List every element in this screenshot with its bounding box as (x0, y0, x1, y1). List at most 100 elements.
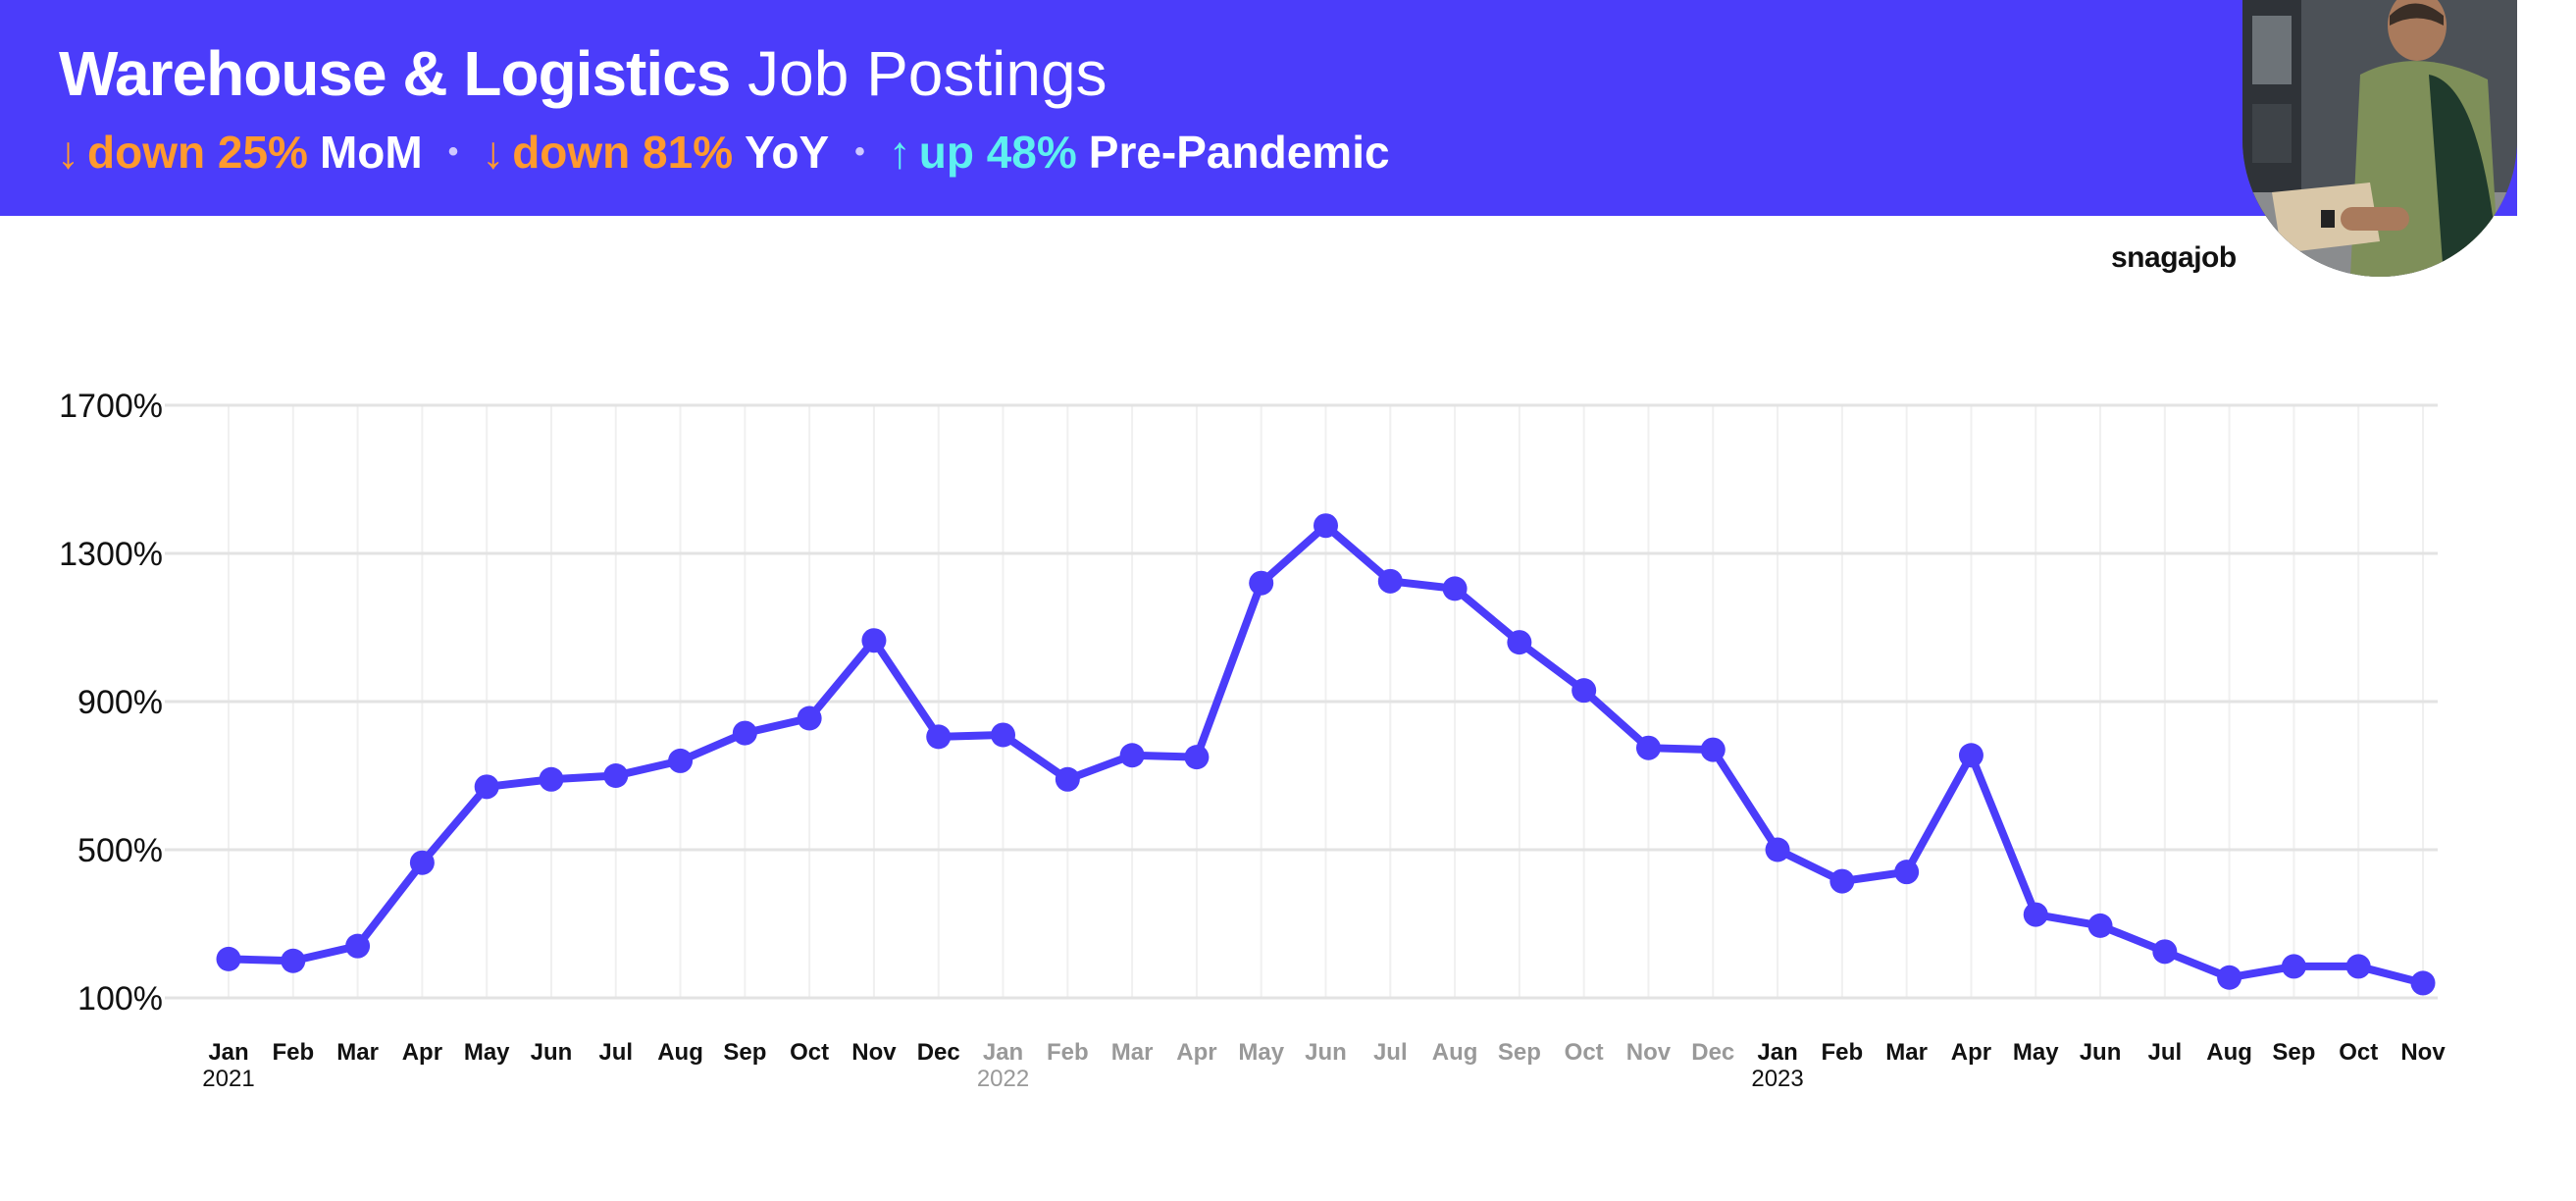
stat-prepandemic-label: Pre-Pandemic (1088, 127, 1390, 178)
x-tick-label: Mar (1885, 1039, 1928, 1066)
stat-mom: ↓ down 25% MoM (57, 123, 423, 182)
data-point (1507, 630, 1532, 655)
x-tick-label: Nov (851, 1039, 897, 1066)
x-tick-label: Apr (1176, 1039, 1216, 1066)
x-tick-label: Oct (790, 1039, 829, 1066)
data-point (1958, 743, 1984, 768)
data-point (539, 766, 564, 792)
x-tick-label: Aug (1432, 1039, 1478, 1066)
y-axis: 100% 500% 900% 1300% 1700% (59, 388, 163, 1018)
data-point (991, 722, 1016, 748)
x-tick-label: Jun (1305, 1039, 1347, 1066)
title-bold: Warehouse & Logistics (59, 38, 731, 109)
x-tick-label: Apr (1951, 1039, 1991, 1066)
y-tick-label: 900% (77, 684, 163, 721)
data-point (1249, 570, 1274, 596)
data-point (474, 774, 499, 800)
data-point (1119, 743, 1145, 768)
down-arrow-icon: ↓ (482, 127, 505, 178)
data-point (1377, 568, 1403, 594)
x-tick-label: Sep (2272, 1039, 2315, 1066)
stat-yoy-value: down 81% (512, 127, 734, 178)
data-point (668, 748, 694, 773)
data-point (1894, 860, 1920, 885)
horizontal-gridlines (165, 403, 2438, 1000)
x-tick-label: Jul (598, 1039, 633, 1066)
stat-mom-value: down 25% (87, 127, 308, 178)
x-tick-label: Apr (402, 1039, 442, 1066)
data-point (2410, 970, 2436, 996)
brand-logo: snagajob (2111, 241, 2237, 274)
x-tick-label: Dec (1691, 1039, 1734, 1066)
header-banner: Warehouse & Logistics Job Postings ↓ dow… (0, 0, 2517, 216)
x-tick-label: Feb (1047, 1039, 1089, 1066)
data-point (732, 720, 757, 746)
stats-line: ↓ down 25% MoM • ↓ down 81% YoY • ↑ up 4… (57, 123, 1390, 182)
x-tick-label: May (1238, 1039, 1284, 1066)
x-tick-label: Sep (723, 1039, 766, 1066)
y-tick-label: 500% (77, 832, 163, 869)
data-point (797, 705, 822, 731)
data-point (216, 946, 241, 971)
data-point (345, 933, 371, 959)
x-axis: Jan Feb Mar Apr May Jun Jul Aug Sep Oct Nov Dec Jan F… (202, 1039, 2446, 1092)
x-tick-label: Aug (657, 1039, 703, 1066)
x-tick-label: Jun (531, 1039, 573, 1066)
down-arrow-icon: ↓ (57, 127, 79, 178)
x-tick-label: Aug (2206, 1039, 2252, 1066)
x-tick-label: Jan (983, 1039, 1023, 1066)
x-year-label: 2023 (1751, 1066, 1803, 1092)
x-tick-label: Sep (1498, 1039, 1541, 1066)
separator-dot: • (854, 135, 865, 168)
stat-mom-label: MoM (319, 127, 423, 178)
data-point (926, 724, 952, 750)
x-tick-label: Dec (917, 1039, 960, 1066)
x-tick-label: Mar (336, 1039, 379, 1066)
x-tick-label: Mar (1111, 1039, 1154, 1066)
data-point (1829, 868, 1855, 894)
x-tick-label: May (464, 1039, 510, 1066)
data-point (281, 948, 306, 973)
stat-yoy-label: YoY (745, 127, 830, 178)
data-point (1765, 837, 1790, 862)
x-year-label: 2022 (977, 1066, 1029, 1092)
x-year-label: 2021 (202, 1066, 254, 1092)
x-tick-label: Nov (2400, 1039, 2446, 1066)
x-tick-label: May (2013, 1039, 2059, 1066)
data-point (2345, 954, 2371, 979)
data-point (1571, 678, 1597, 704)
x-tick-label: Oct (2339, 1039, 2378, 1066)
y-tick-label: 1300% (59, 536, 163, 573)
data-point (1055, 766, 1080, 792)
x-tick-label: Oct (1565, 1039, 1604, 1066)
stat-prepandemic: ↑ up 48% Pre-Pandemic (889, 123, 1390, 182)
up-arrow-icon: ↑ (888, 127, 911, 178)
x-tick-label: Jul (1373, 1039, 1408, 1066)
x-tick-label: Feb (272, 1039, 314, 1066)
data-point (1314, 513, 1338, 539)
x-tick-label: Jan (1757, 1039, 1797, 1066)
x-tick-label: Feb (1822, 1039, 1864, 1066)
title-light: Job Postings (747, 38, 1108, 109)
stat-yoy: ↓ down 81% YoY (482, 123, 829, 182)
data-point (2281, 954, 2306, 979)
data-point (409, 850, 435, 875)
x-tick-label: Nov (1626, 1039, 1672, 1066)
series-layer (216, 513, 2436, 996)
data-point (1635, 735, 1661, 760)
x-tick-label: Jan (208, 1039, 248, 1066)
data-point (1700, 737, 1726, 762)
y-tick-label: 1700% (59, 388, 163, 425)
data-point (2217, 965, 2242, 990)
data-point (1184, 745, 1210, 770)
y-tick-label: 100% (77, 980, 163, 1018)
x-tick-label: Jul (2147, 1039, 2182, 1066)
page-title: Warehouse & Logistics Job Postings (59, 37, 1108, 110)
data-point (2087, 913, 2113, 938)
x-tick-label: Jun (2080, 1039, 2122, 1066)
data-point (603, 763, 629, 788)
data-point (861, 628, 887, 653)
stat-prepandemic-value: up 48% (918, 127, 1077, 178)
separator-dot: • (447, 135, 459, 168)
